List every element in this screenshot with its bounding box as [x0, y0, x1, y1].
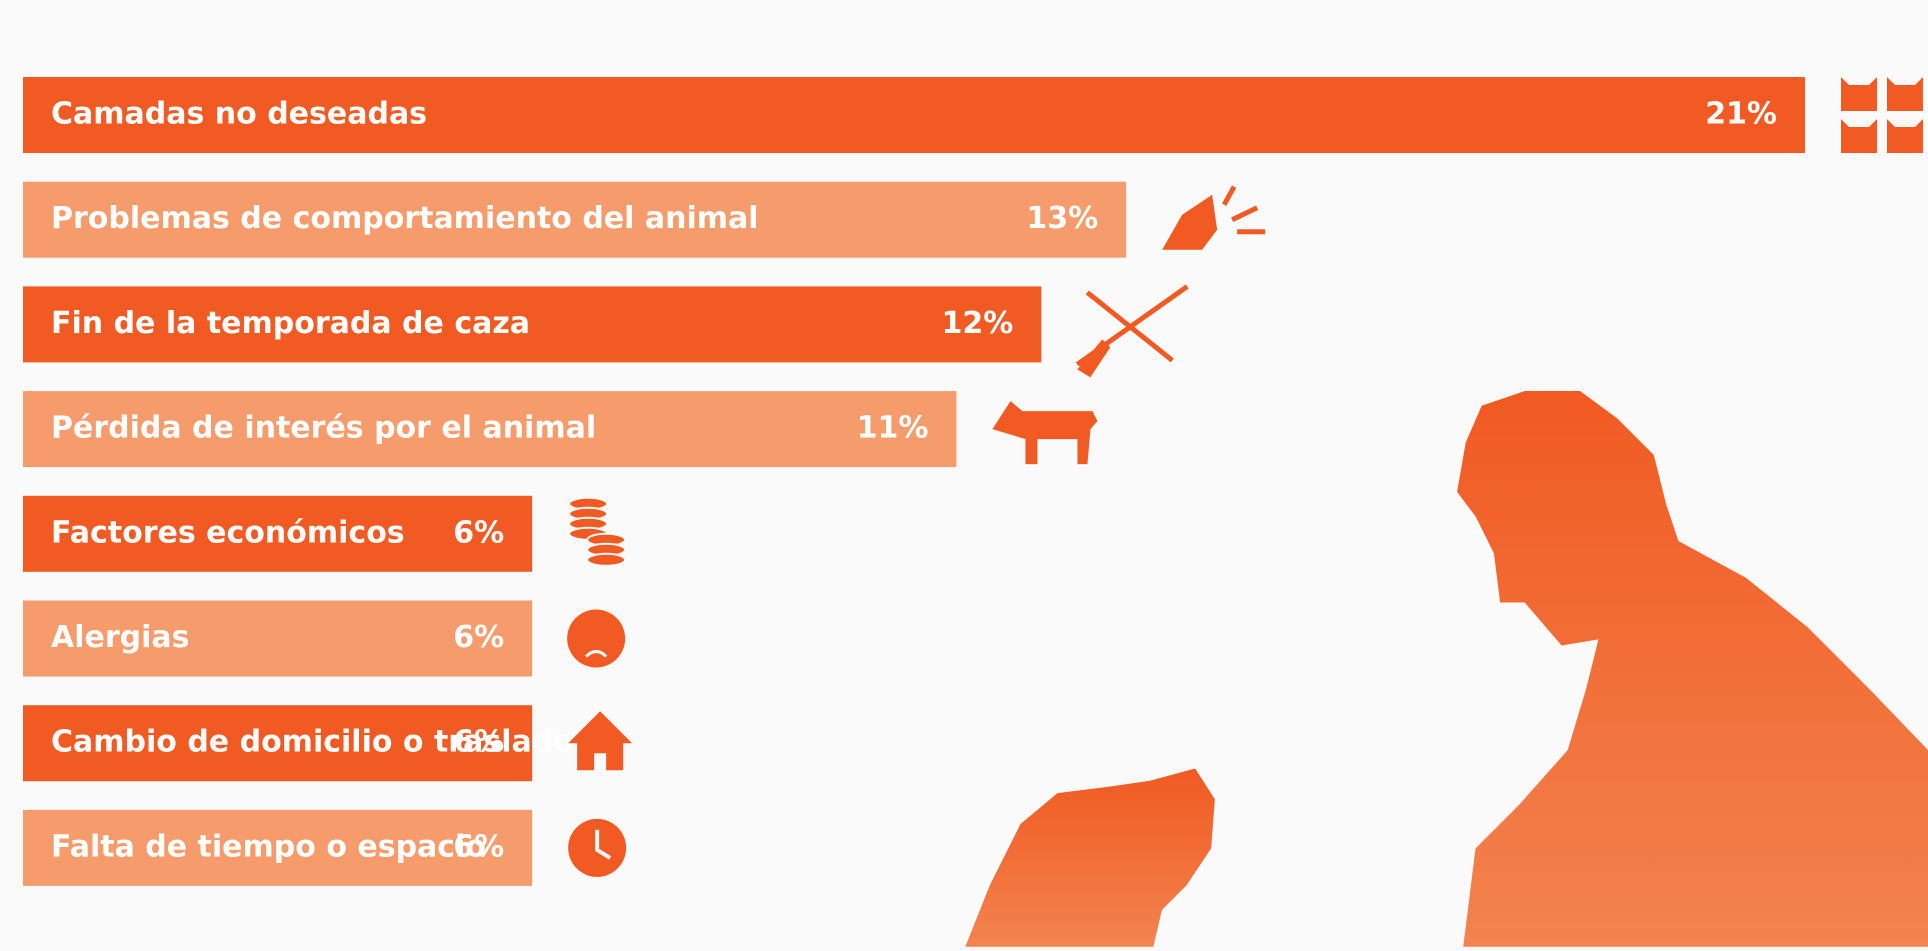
- bar: [23, 181, 1127, 258]
- face-features: [585, 650, 608, 658]
- background-silhouettes: [965, 391, 1928, 947]
- bar-label: Problemas de comportamiento del animal: [51, 201, 759, 236]
- bar: [23, 286, 1042, 363]
- cat-icon: [1841, 119, 1877, 153]
- value-label: 11%: [857, 411, 929, 446]
- bar-label: Falta de tiempo o espacio: [51, 829, 486, 864]
- cat-icon: [1887, 119, 1923, 153]
- bar-label: Fin de la temporada de caza: [51, 306, 530, 341]
- bar: [23, 600, 533, 677]
- dog-silhouette: [965, 768, 1215, 947]
- value-label: 12%: [941, 306, 1013, 341]
- bar: [23, 391, 957, 468]
- bar-label: Cambio de domicilio o traslado: [51, 725, 574, 760]
- value-label: 6%: [453, 515, 504, 550]
- bar-label: Pérdida de interés por el animal: [51, 411, 596, 446]
- bar: [23, 495, 533, 572]
- dog-icon: [992, 401, 1098, 465]
- value-label: 21%: [1705, 97, 1777, 132]
- value-label: 6%: [453, 620, 504, 655]
- clock-hands: [595, 829, 612, 860]
- bar-label: Factores económicos: [51, 515, 405, 550]
- alarm-lines: [1221, 185, 1266, 235]
- value-label: 13%: [1026, 201, 1098, 236]
- bar-label: Camadas no deseadas: [51, 97, 427, 132]
- bird-icon: [1162, 194, 1218, 250]
- house-icon: [568, 711, 633, 771]
- bar: [23, 77, 1805, 153]
- face-icon: [567, 609, 626, 668]
- value-label: 6%: [453, 829, 504, 864]
- cat-icon: [1887, 77, 1923, 111]
- value-label: 6%: [453, 725, 504, 760]
- icons: [567, 77, 1923, 877]
- rifle-stock: [1077, 339, 1111, 378]
- bar: [23, 705, 533, 782]
- person-silhouette: [1457, 391, 1928, 947]
- bar: [23, 809, 533, 886]
- bars: Camadas no deseadas 21% Problemas de compo…: [23, 77, 1805, 886]
- bar-label: Alergias: [51, 620, 190, 655]
- cat-icon: [1841, 77, 1877, 111]
- coin-icon: [586, 552, 627, 567]
